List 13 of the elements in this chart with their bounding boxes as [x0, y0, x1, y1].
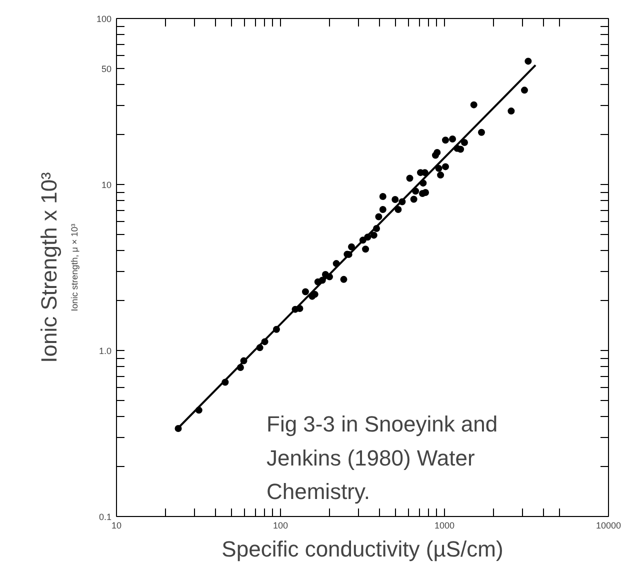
x-tick-label: 10: [111, 520, 122, 530]
x-tick-label: 1000: [434, 520, 455, 530]
y-tick-label: 1.0: [98, 346, 112, 356]
x-tick-label: 10000: [596, 520, 622, 530]
annotation: Fig 3-3 in Snoeyink and Jenkins (1980) Water Chemistry.: [266, 412, 498, 504]
y-tick-label: 50: [101, 64, 112, 74]
y-tick-label: 100: [96, 14, 112, 24]
text: Ionic strength, μ × 10³: [69, 224, 80, 312]
x-tick-label: 100: [272, 520, 288, 530]
y-tick-label: 0.1: [98, 512, 112, 522]
y-tick-label: 10: [101, 180, 112, 190]
x-axis-title: Specific conductivity (µS/cm): [222, 536, 504, 562]
y-axis-title: Ionic Strength x 10³: [36, 172, 62, 363]
